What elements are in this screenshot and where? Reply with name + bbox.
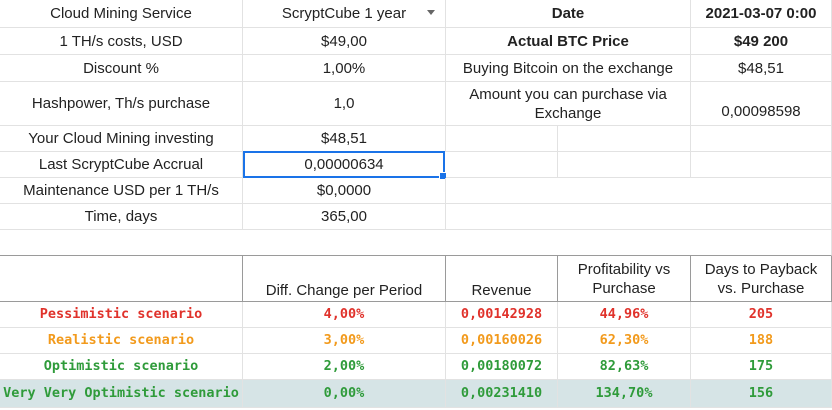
label-th-cost[interactable]: 1 TH/s costs, USD xyxy=(0,28,243,55)
value-hashpower[interactable]: 1,0 xyxy=(243,82,446,126)
label-discount[interactable]: Discount % xyxy=(0,55,243,82)
empty-cell[interactable] xyxy=(558,152,691,178)
scenario-header-empty[interactable] xyxy=(0,256,243,302)
value-time-days[interactable]: 365,00 xyxy=(243,204,446,230)
value-date[interactable]: 2021-03-07 0:00 xyxy=(691,0,832,28)
scenario-profit-very-optimistic[interactable]: 134,70% xyxy=(558,380,691,408)
scenario-name-very-optimistic[interactable]: Very Very Optimistic scenario xyxy=(0,380,243,408)
scenario-days-optimistic[interactable]: 175 xyxy=(691,354,832,380)
label-last-accrual[interactable]: Last ScryptCube Accrual xyxy=(0,152,243,178)
scenario-diff-very-optimistic[interactable]: 0,00% xyxy=(243,380,446,408)
scenario-profit-optimistic[interactable]: 82,63% xyxy=(558,354,691,380)
value-maintenance[interactable]: $0,0000 xyxy=(243,178,446,204)
fill-handle[interactable] xyxy=(439,172,447,180)
scenario-name-realistic[interactable]: Realistic scenario xyxy=(0,328,243,354)
header-diff-change[interactable]: Diff. Change per Period xyxy=(243,256,446,302)
scenario-name-pessimistic[interactable]: Pessimistic scenario xyxy=(0,302,243,328)
value-btc-price[interactable]: $49 200 xyxy=(691,28,832,55)
empty-cell[interactable] xyxy=(691,126,832,152)
label-hashpower[interactable]: Hashpower, Th/s purchase xyxy=(0,82,243,126)
label-time-days[interactable]: Time, days xyxy=(0,204,243,230)
scenario-days-realistic[interactable]: 188 xyxy=(691,328,832,354)
header-revenue[interactable]: Revenue xyxy=(446,256,558,302)
label-amount-via-exchange[interactable]: Amount you can purchase via Exchange xyxy=(446,82,691,126)
value-amount-via-exchange[interactable]: 0,00098598 xyxy=(691,82,832,126)
value-th-cost[interactable]: $49,00 xyxy=(243,28,446,55)
label-buying-bitcoin[interactable]: Buying Bitcoin on the exchange xyxy=(446,55,691,82)
value-last-accrual-selected[interactable]: 0,00000634 xyxy=(243,151,447,180)
empty-cell[interactable] xyxy=(446,204,832,230)
scenario-days-very-optimistic[interactable]: 156 xyxy=(691,380,832,408)
label-date[interactable]: Date xyxy=(446,0,691,28)
label-maintenance[interactable]: Maintenance USD per 1 TH/s xyxy=(0,178,243,204)
scenario-name-optimistic[interactable]: Optimistic scenario xyxy=(0,354,243,380)
header-profitability[interactable]: Profitability vs Purchase xyxy=(558,256,691,302)
value-cloud-investing[interactable]: $48,51 xyxy=(243,126,446,152)
scenario-profit-pessimistic[interactable]: 44,96% xyxy=(558,302,691,328)
scenario-diff-pessimistic[interactable]: 4,00% xyxy=(243,302,446,328)
scenario-diff-optimistic[interactable]: 2,00% xyxy=(243,354,446,380)
scenario-revenue-optimistic[interactable]: 0,00180072 xyxy=(446,354,558,380)
empty-cell[interactable] xyxy=(558,126,691,152)
dropdown-value: ScryptCube 1 year xyxy=(281,5,407,22)
accrual-value: 0,00000634 xyxy=(304,156,384,173)
scenario-diff-realistic[interactable]: 3,00% xyxy=(243,328,446,354)
scenario-revenue-realistic[interactable]: 0,00160026 xyxy=(446,328,558,354)
scenario-days-pessimistic[interactable]: 205 xyxy=(691,302,832,328)
cloud-mining-service-dropdown[interactable]: ScryptCube 1 year xyxy=(243,0,446,28)
scenario-profit-realistic[interactable]: 62,30% xyxy=(558,328,691,354)
empty-cell[interactable] xyxy=(446,152,558,178)
label-btc-price[interactable]: Actual BTC Price xyxy=(446,28,691,55)
empty-cell[interactable] xyxy=(446,126,558,152)
empty-cell[interactable] xyxy=(446,178,832,204)
scenario-revenue-very-optimistic[interactable]: 0,00231410 xyxy=(446,380,558,408)
value-buying-bitcoin[interactable]: $48,51 xyxy=(691,55,832,82)
empty-cell[interactable] xyxy=(691,152,832,178)
label-cloud-mining-service[interactable]: Cloud Mining Service xyxy=(0,0,243,28)
scenario-revenue-pessimistic[interactable]: 0,00142928 xyxy=(446,302,558,328)
empty-row[interactable] xyxy=(0,230,832,256)
label-cloud-investing[interactable]: Your Cloud Mining investing xyxy=(0,126,243,152)
value-discount[interactable]: 1,00% xyxy=(243,55,446,82)
chevron-down-icon[interactable] xyxy=(427,10,435,15)
header-days-payback[interactable]: Days to Payback vs. Purchase xyxy=(691,256,832,302)
